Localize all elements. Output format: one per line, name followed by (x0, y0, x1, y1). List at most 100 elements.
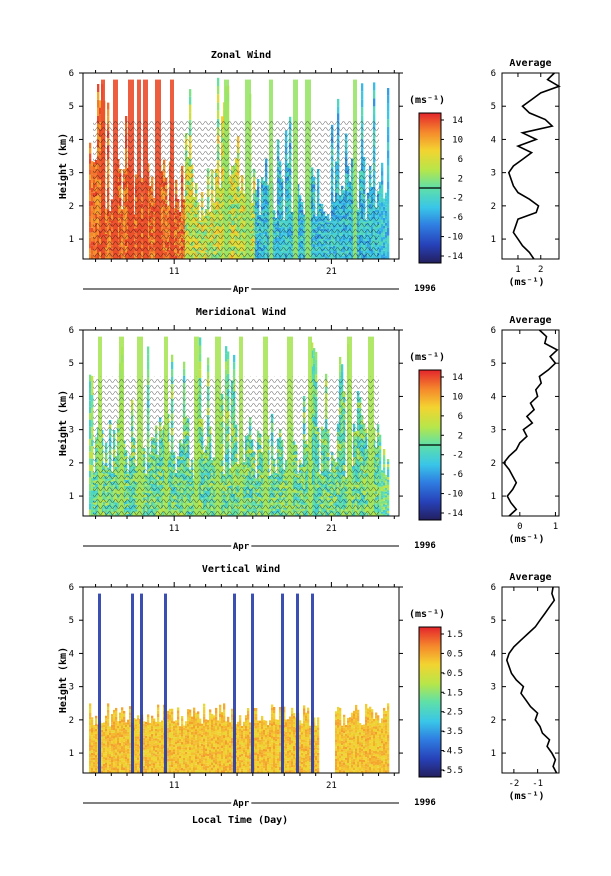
heatmap-cell (383, 220, 386, 224)
heatmap-cell (387, 165, 390, 174)
heatmap-cell (387, 251, 390, 259)
panel-title: Zonal Wind (211, 49, 271, 61)
heatmap-cell (387, 88, 390, 96)
heatmap-cell (225, 346, 228, 354)
heatmap-cell (379, 185, 382, 189)
heatmap-cell (383, 204, 386, 207)
heatmap-cell (189, 96, 192, 105)
heatmap-cell (225, 353, 228, 362)
heatmap-cell (383, 226, 386, 229)
heatmap-cell (387, 243, 390, 252)
y-tick-label: 5 (69, 102, 74, 112)
heatmap-cell (89, 458, 92, 465)
heatmap-cell (387, 126, 390, 135)
heatmap-cell (207, 364, 210, 372)
y-tick-label: 1 (69, 235, 74, 245)
y-tick-label: 2 (69, 202, 74, 212)
heatmap-cell (379, 234, 382, 238)
heatmap-cell (383, 253, 386, 257)
heatmap-cell (337, 106, 340, 114)
heatmap-cell (91, 420, 94, 427)
heatmap-cell (361, 107, 364, 116)
heatmap-cell (387, 196, 390, 205)
heatmap-cell (385, 234, 388, 238)
heatmap-cell (91, 458, 94, 466)
heatmap-cell (385, 225, 388, 229)
heatmap-cell (91, 165, 94, 170)
heatmap-cell (89, 477, 92, 484)
average-frame (501, 72, 560, 260)
heatmap-cell (387, 220, 390, 228)
heatmap-cell (91, 223, 94, 228)
heatmap-cell (381, 197, 384, 203)
heatmap-cell (89, 483, 92, 491)
heatmap-cell (89, 227, 92, 233)
heatmap-cell (89, 232, 92, 238)
heatmap-cell (89, 248, 92, 254)
colorbar-label: -10 (447, 233, 463, 243)
heatmap-cell (385, 213, 388, 217)
heatmap-cell (91, 178, 94, 184)
heatmap-cell (171, 362, 174, 370)
heatmap-cell (379, 199, 382, 203)
heatmap-cell (383, 198, 386, 202)
heatmap-cell (387, 212, 390, 221)
heatmap-cell (91, 446, 94, 453)
heatmap-cell (91, 452, 94, 459)
heatmap-cell (373, 90, 376, 99)
heatmap-cell (99, 107, 102, 115)
heatmap-cell (381, 254, 384, 259)
heatmap-cell (91, 219, 94, 224)
heatmap-cell (89, 400, 92, 407)
heatmap-cell (91, 382, 94, 389)
heatmap-cell (189, 112, 192, 120)
heatmap-cell (385, 237, 388, 241)
heatmap-cell (183, 368, 186, 376)
heatmap-cell (91, 205, 94, 210)
heatmap-field (89, 77, 390, 259)
heatmap-cell (383, 217, 386, 221)
heatmap-cell (99, 114, 102, 123)
heatmap-cell (379, 238, 382, 242)
heatmap-cell (89, 419, 92, 426)
heatmap-cell (387, 181, 390, 190)
heatmap-cell (385, 256, 388, 259)
heatmap-cell (171, 369, 174, 377)
heatmap-cell (227, 358, 230, 367)
heatmap-cell (225, 369, 228, 377)
heatmap-cell (385, 216, 388, 220)
heatmap-cell (381, 206, 384, 211)
heatmap-cell (89, 451, 92, 459)
avg-x-tick-label: 1 (515, 265, 520, 275)
colorbar-label: 10 (452, 135, 463, 145)
x-tick-label: 11 (169, 267, 180, 277)
colorbar-label: -14 (447, 252, 463, 262)
heatmap-cell (89, 432, 92, 439)
heatmap-cell (89, 169, 92, 175)
heatmap-cell (91, 254, 94, 259)
heatmap-cell (383, 206, 386, 210)
heatmap-cell (91, 192, 94, 197)
heatmap-cell (227, 366, 230, 374)
heatmap-cell (107, 102, 110, 110)
heatmap-cell (91, 407, 94, 415)
heatmap-cell (199, 361, 202, 370)
heatmap-cell (91, 241, 94, 246)
heatmap-cell (91, 433, 94, 440)
heatmap-cell (91, 245, 94, 251)
heatmap-cell (385, 192, 388, 196)
heatmap-cell (89, 163, 92, 170)
year-label: 1996 (414, 284, 436, 294)
heatmap-cell (91, 477, 94, 485)
heatmap-cell (361, 99, 364, 108)
heatmap-cell (379, 252, 382, 256)
heatmap-cell (381, 215, 384, 220)
heatmap-cell (89, 445, 92, 452)
heatmap-cell (147, 361, 150, 370)
heatmap-cell (89, 381, 92, 388)
heatmap-cell (381, 237, 384, 242)
